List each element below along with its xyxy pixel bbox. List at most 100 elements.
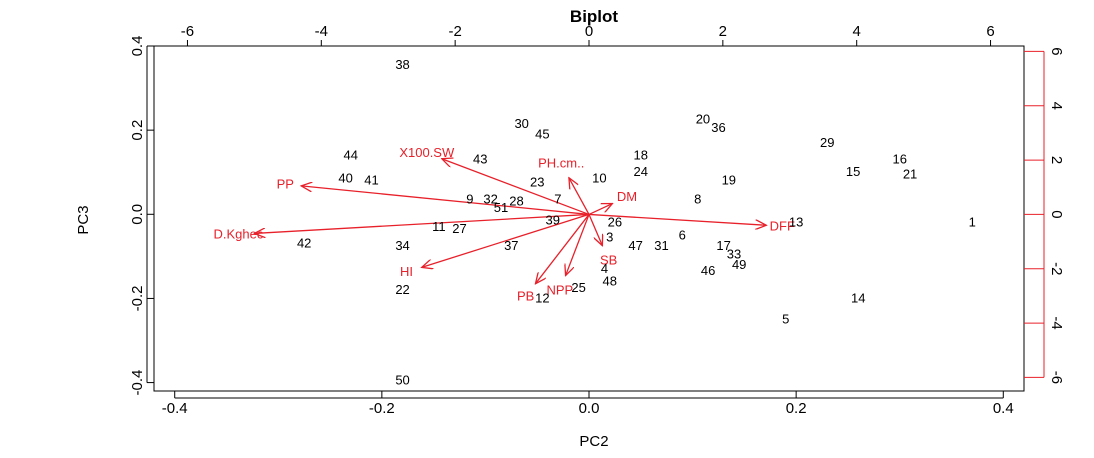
right-tick-label: -2 xyxy=(1048,262,1065,275)
right-tick-label: -4 xyxy=(1048,316,1065,329)
observation-label: 38 xyxy=(395,57,409,72)
variable-arrow xyxy=(588,204,612,216)
top-tick-label: -4 xyxy=(315,23,328,40)
observation-label: 31 xyxy=(654,238,668,253)
variable-label: X100.SW xyxy=(399,145,455,160)
observation-label: 27 xyxy=(452,221,466,236)
observation-label: 6 xyxy=(679,227,686,242)
right-tick-label: 2 xyxy=(1048,156,1065,164)
top-tick-label: 2 xyxy=(719,23,727,40)
right-tick-label: -6 xyxy=(1048,371,1065,384)
observation-label: 51 xyxy=(494,200,508,215)
observation-label: 23 xyxy=(530,175,544,190)
observation-label: 42 xyxy=(297,236,311,251)
observation-label: 33 xyxy=(727,246,741,261)
observation-label: 26 xyxy=(608,215,622,230)
top-tick-label: -6 xyxy=(181,23,194,40)
observation-label: 41 xyxy=(364,173,378,188)
y-axis-label: PC3 xyxy=(75,205,92,234)
top-tick-label: -2 xyxy=(448,23,461,40)
variable-label: DM xyxy=(617,189,637,204)
variable-label: SB xyxy=(600,252,617,267)
observation-label: 39 xyxy=(546,213,560,228)
observation-label: 1 xyxy=(969,215,976,230)
observation-label: 46 xyxy=(701,263,715,278)
x-tick-label: -0.4 xyxy=(162,400,188,417)
y-tick-label: -0.4 xyxy=(129,370,146,396)
observation-label: 24 xyxy=(634,164,648,179)
observation-label: 8 xyxy=(694,192,701,207)
right-axis: -6 -4 -2 0 2 4 6 xyxy=(1024,47,1065,384)
observation-label: 47 xyxy=(628,238,642,253)
variable-arrow xyxy=(566,214,590,275)
variable-arrows: X100.SW PP D.Kghec HI PB NPP SB PH.cm.. DM DFF xyxy=(213,145,795,303)
variable-label: NPP xyxy=(546,282,573,297)
observation-label: 3 xyxy=(606,229,613,244)
top-axis: -6 -4 -2 0 2 4 6 xyxy=(181,23,995,46)
y-tick-label: 0.2 xyxy=(129,120,146,141)
observation-label: 22 xyxy=(395,282,409,297)
variable-label: HI xyxy=(400,264,413,279)
variable-label: PH.cm.. xyxy=(538,156,584,171)
bottom-axis: -0.4 -0.2 0.0 0.2 0.4 xyxy=(162,391,1014,417)
observation-label: 7 xyxy=(554,192,561,207)
observation-label: 5 xyxy=(782,311,789,326)
observation-label: 29 xyxy=(820,135,834,150)
observation-label: 11 xyxy=(432,219,446,234)
variable-label: PP xyxy=(277,176,294,191)
observation-label: 20 xyxy=(696,112,710,127)
y-tick-label: 0.0 xyxy=(129,204,146,225)
observation-label: 4 xyxy=(601,261,608,276)
observation-label: 16 xyxy=(892,152,906,167)
observation-label: 30 xyxy=(514,116,528,131)
variable-arrow xyxy=(588,213,766,225)
observation-label: 12 xyxy=(535,290,549,305)
observation-label: 14 xyxy=(851,290,865,305)
x-tick-label: 0.4 xyxy=(993,400,1014,417)
observation-label: 15 xyxy=(846,164,860,179)
observation-label: 43 xyxy=(473,152,487,167)
top-tick-label: 0 xyxy=(585,23,593,40)
observation-label: 34 xyxy=(395,238,409,253)
top-tick-label: 4 xyxy=(853,23,861,40)
observation-label: 28 xyxy=(509,194,523,209)
plot-frame xyxy=(153,45,1025,392)
left-axis: -0.4 -0.2 0.0 0.2 0.4 xyxy=(129,36,154,396)
observation-label: 9 xyxy=(466,192,473,207)
observation-label: 19 xyxy=(722,173,736,188)
observation-label: 40 xyxy=(338,171,352,186)
variable-arrow xyxy=(442,159,590,216)
x-tick-label: 0.2 xyxy=(786,400,807,417)
observation-label: 49 xyxy=(732,257,746,272)
x-axis-label: PC2 xyxy=(579,433,608,450)
variable-label: DFF xyxy=(770,218,795,233)
top-tick-label: 6 xyxy=(986,23,994,40)
observation-label: 10 xyxy=(592,171,606,186)
observation-label: 18 xyxy=(634,147,648,162)
y-tick-label: 0.4 xyxy=(129,36,146,57)
right-tick-label: 4 xyxy=(1048,102,1065,110)
variable-label: D.Kghec xyxy=(213,226,263,241)
chart-title: Biplot xyxy=(570,7,618,26)
variable-arrow xyxy=(254,213,590,233)
variable-arrow xyxy=(588,214,602,245)
x-tick-label: 0.0 xyxy=(579,400,600,417)
observation-label: 32 xyxy=(483,192,497,207)
observation-label: 48 xyxy=(602,274,616,289)
variable-arrow xyxy=(535,214,590,283)
observation-label: 50 xyxy=(395,372,409,387)
observation-label: 45 xyxy=(535,126,549,141)
right-tick-label: 0 xyxy=(1048,210,1065,218)
observation-label: 21 xyxy=(903,166,917,181)
observation-label: 13 xyxy=(789,215,803,230)
observation-label: 44 xyxy=(344,147,358,162)
variable-arrow xyxy=(301,186,590,216)
observation-label: 25 xyxy=(571,280,585,295)
variable-arrow xyxy=(422,213,590,267)
y-tick-label: -0.2 xyxy=(129,286,146,312)
variable-label: PB xyxy=(517,288,534,303)
observation-label: 17 xyxy=(716,238,730,253)
